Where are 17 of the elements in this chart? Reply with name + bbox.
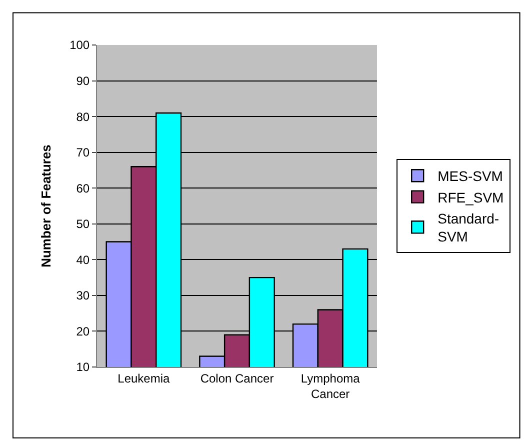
x-tick-label: Lymphoma Cancer [300,371,360,401]
y-axis-title: Number of Features [38,144,54,268]
y-tick-label: 60 [76,181,90,196]
y-tick-label: 30 [76,288,90,303]
y-tick-label: 10 [76,360,90,374]
y-tick-label: 40 [76,252,90,267]
y-tick-label: 90 [76,74,90,88]
legend-label: Standard-SVM [438,210,500,245]
y-tick-label: 100 [70,38,90,52]
y-tick-label: 70 [76,146,90,160]
x-tick-label: Colon Cancer [200,371,274,386]
legend-label: RFE_SVM [438,189,504,206]
y-tick-label: 50 [76,217,90,232]
y-tick-label: 20 [76,324,90,338]
x-tick-label: Leukemia [118,371,170,386]
y-tick-label: 80 [76,110,90,124]
legend-label: MES-SVM [438,168,503,184]
